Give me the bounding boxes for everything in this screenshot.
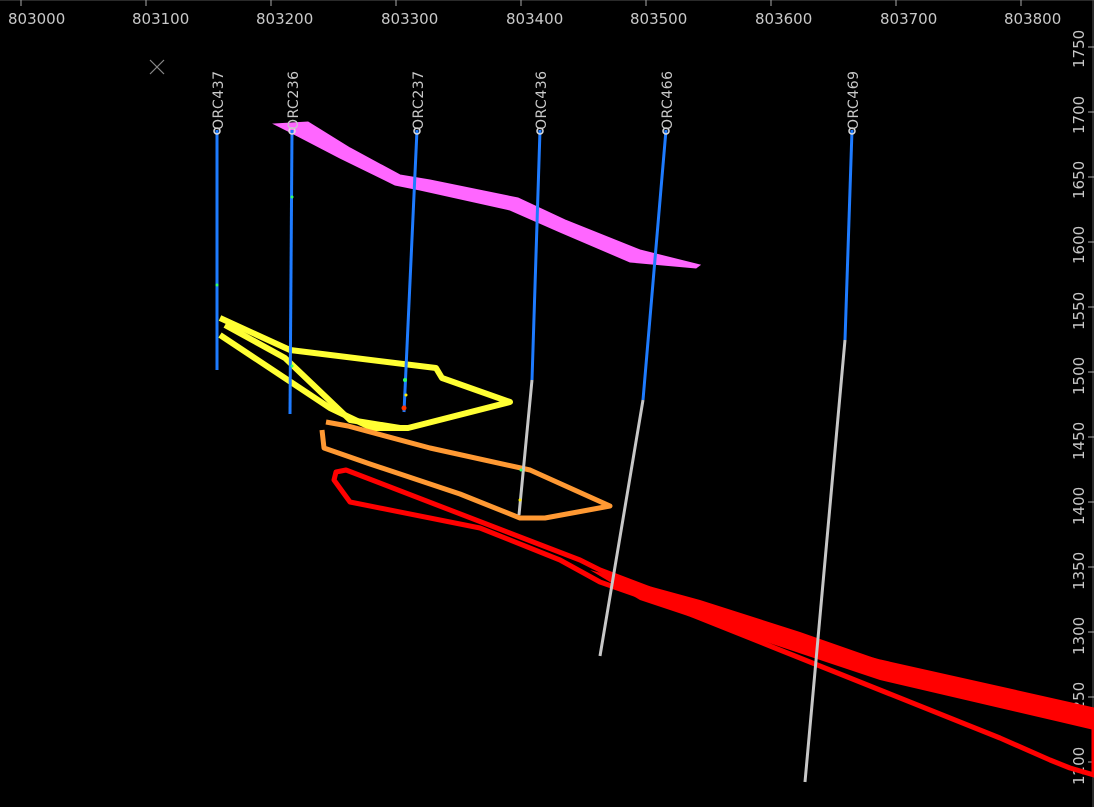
collar-icon [536, 127, 544, 135]
y-tick-0: 1750 [1070, 30, 1094, 68]
collar-icon [288, 127, 296, 135]
svg-text:803500: 803500 [630, 10, 687, 28]
hole-trace [288, 129, 294, 415]
x-tick-1: 803100 [132, 0, 189, 28]
x-tick-8: 803800 [1004, 0, 1061, 28]
y-tick-2: 1650 [1070, 161, 1094, 199]
hole-trace-lower [598, 399, 645, 657]
svg-text:803600: 803600 [755, 10, 812, 28]
collar-icon [662, 127, 670, 135]
svg-text:803700: 803700 [880, 10, 937, 28]
drillhole-ORC237[interactable]: ORC237 [402, 70, 427, 413]
collar-icon [213, 127, 221, 135]
drillhole-ORC469[interactable]: ORC469 [803, 70, 862, 783]
x-tick-2: 803200 [256, 0, 313, 28]
hole-trace [641, 129, 668, 401]
hole-trace-lower [803, 339, 847, 783]
y-tick-1: 1700 [1070, 96, 1094, 134]
ore-body-orange[interactable] [319, 419, 613, 521]
x-tick-6: 803600 [755, 0, 812, 28]
hole-label: ORC237 [411, 70, 427, 130]
svg-text:803800: 803800 [1004, 10, 1061, 28]
svg-text:1300: 1300 [1070, 617, 1088, 655]
hole-label: ORC466 [660, 70, 676, 130]
ore-body-yellow[interactable] [218, 315, 513, 431]
svg-text:1650: 1650 [1070, 161, 1088, 199]
x-tick-3: 803300 [381, 0, 438, 28]
svg-text:1350: 1350 [1070, 552, 1088, 590]
svg-text:803000: 803000 [8, 10, 65, 28]
y-tick-9: 1300 [1070, 617, 1094, 655]
y-tick-8: 1350 [1070, 552, 1094, 590]
drillhole-ORC436[interactable]: ORC436 [517, 70, 550, 516]
hole-trace [843, 129, 854, 341]
y-axis: 1750 1700 1650 1600 1550 1500 1450 1400 … [1070, 0, 1094, 807]
ore-body-magenta[interactable] [272, 121, 702, 269]
hole-label: ORC436 [534, 70, 550, 130]
y-tick-3: 1600 [1070, 226, 1094, 264]
svg-text:1550: 1550 [1070, 292, 1088, 330]
svg-text:1200: 1200 [1070, 747, 1088, 785]
hole-trace-lower [517, 379, 534, 516]
drillhole-ORC236[interactable]: ORC236 [286, 70, 302, 415]
svg-text:1600: 1600 [1070, 226, 1088, 264]
ore-body-red[interactable] [331, 467, 1094, 778]
drillhole-ORC466[interactable]: ORC466 [598, 70, 676, 657]
hole-label: ORC437 [211, 70, 227, 130]
y-tick-7: 1400 [1070, 487, 1094, 525]
svg-text:1700: 1700 [1070, 96, 1088, 134]
svg-text:803300: 803300 [381, 10, 438, 28]
assay-markers [215, 195, 523, 502]
y-tick-6: 1450 [1070, 422, 1094, 460]
hole-trace [530, 129, 542, 381]
svg-text:1500: 1500 [1070, 357, 1088, 395]
collar-icon [848, 127, 856, 135]
y-tick-5: 1500 [1070, 357, 1094, 395]
y-tick-11: 1200 [1070, 747, 1094, 785]
svg-text:803100: 803100 [132, 10, 189, 28]
y-tick-4: 1550 [1070, 292, 1094, 330]
hole-label: ORC469 [846, 70, 862, 130]
svg-text:803200: 803200 [256, 10, 313, 28]
x-tick-0: 803000 [8, 0, 65, 28]
svg-text:1400: 1400 [1070, 487, 1088, 525]
collar-icon [413, 127, 421, 135]
x-axis: 803000 803100 803200 803300 803400 80350… [0, 0, 1094, 28]
drillhole-ORC437[interactable]: ORC437 [211, 70, 227, 370]
svg-text:1450: 1450 [1070, 422, 1088, 460]
x-tick-7: 803700 [880, 0, 937, 28]
x-tick-5: 803500 [630, 0, 687, 28]
hole-trace [402, 129, 419, 413]
svg-text:803400: 803400 [506, 10, 563, 28]
svg-text:1750: 1750 [1070, 30, 1088, 68]
x-tick-4: 803400 [506, 0, 563, 28]
x-mark-icon[interactable] [149, 59, 165, 75]
hole-label: ORC236 [286, 70, 302, 130]
